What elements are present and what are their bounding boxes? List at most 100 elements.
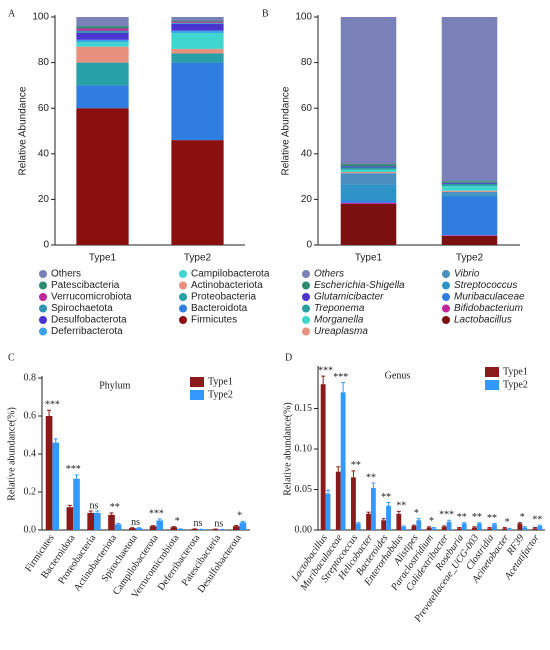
legend-swatch xyxy=(39,281,47,290)
bar xyxy=(416,520,422,530)
significance-label: *** xyxy=(333,372,348,383)
bar-segment xyxy=(76,30,129,33)
legend-swatch xyxy=(179,316,187,324)
legend-label: Verrucomicrobiota xyxy=(51,292,132,303)
bar-segment xyxy=(171,22,224,24)
legend-swatch xyxy=(302,281,310,290)
bar xyxy=(177,529,184,530)
bar xyxy=(191,529,198,530)
bar-segment xyxy=(441,190,498,192)
bar-segment xyxy=(340,169,397,173)
bar-segment xyxy=(441,235,498,236)
significance-label: * xyxy=(520,512,525,523)
legend-swatch xyxy=(179,304,187,313)
legend-swatch xyxy=(302,293,310,301)
bar-segment xyxy=(441,181,498,183)
significance-label: ns xyxy=(194,518,203,529)
legend-label: Bacteroidota xyxy=(191,303,248,314)
bar-segment xyxy=(340,172,397,174)
bar xyxy=(411,525,417,530)
legend-label: Type1 xyxy=(208,376,233,387)
bar-segment xyxy=(340,202,397,204)
legend-label: Escherichia-Shigella xyxy=(314,280,405,291)
bar-segment xyxy=(76,26,129,29)
legend-swatch xyxy=(485,367,499,377)
bar-segment xyxy=(171,32,224,49)
significance-label: ns xyxy=(131,517,140,528)
bar xyxy=(381,520,387,530)
bar-segment xyxy=(171,30,224,33)
y-axis-label: Relative abundance(%) xyxy=(6,407,17,501)
y-axis-label: Relative abundance(%) xyxy=(282,402,293,496)
bar xyxy=(128,528,136,530)
significance-label: *** xyxy=(318,365,333,376)
y-tick-label: 0.0 xyxy=(24,524,37,535)
y-tick-label: 60 xyxy=(38,103,50,114)
bar xyxy=(456,528,462,530)
significance-label: * xyxy=(505,517,510,528)
bar-segment xyxy=(76,42,129,47)
bar-segment xyxy=(171,53,224,63)
bar xyxy=(537,525,543,530)
y-tick-label: 0.8 xyxy=(24,372,37,383)
bar xyxy=(431,528,437,530)
bar-segment xyxy=(76,17,129,27)
legend-label: Type2 xyxy=(503,379,528,390)
bar xyxy=(73,478,80,530)
legend-swatch xyxy=(190,377,204,387)
legend-swatch xyxy=(442,316,450,324)
significance-label: * xyxy=(237,511,242,522)
bar xyxy=(340,392,346,530)
panel-letter: A xyxy=(8,8,16,19)
bar-segment xyxy=(441,235,498,245)
legend-swatch xyxy=(39,316,47,324)
bar-segment xyxy=(171,21,224,23)
significance-label: * xyxy=(429,516,434,527)
bar-segment xyxy=(76,85,129,109)
y-tick-label: 0.05 xyxy=(295,484,313,495)
bar xyxy=(532,528,538,530)
bar-segment xyxy=(171,20,224,22)
x-tick-label: Type1 xyxy=(355,253,383,264)
bar xyxy=(232,526,240,530)
bar xyxy=(396,513,402,530)
y-tick-label: 0 xyxy=(43,240,49,251)
bar-segment xyxy=(441,186,498,191)
y-tick-label: 40 xyxy=(38,148,50,159)
legend-label: Glutamicibacter xyxy=(314,292,384,303)
legend-swatch xyxy=(302,304,310,313)
bar-segment xyxy=(76,62,129,86)
bar xyxy=(87,512,94,530)
legend-label: Deferribacterota xyxy=(51,326,123,337)
bar xyxy=(149,526,157,530)
bar-segment xyxy=(340,167,397,170)
y-tick-label: 20 xyxy=(38,194,50,205)
legend-swatch xyxy=(442,293,450,301)
bar xyxy=(45,416,53,530)
y-tick-label: 100 xyxy=(32,12,49,23)
bar-segment xyxy=(340,17,397,165)
bar-segment xyxy=(171,23,224,31)
legend-label: Campilobacterota xyxy=(191,269,270,280)
significance-label: * xyxy=(175,516,180,527)
bar xyxy=(52,442,60,530)
bar-segment xyxy=(441,183,498,187)
legend-label: Ureaplasma xyxy=(314,326,368,337)
legend-label: Bifidobacterium xyxy=(454,303,523,314)
bar-segment xyxy=(441,17,498,182)
legend-label: Lactobacillus xyxy=(454,315,512,326)
bar xyxy=(335,471,341,530)
y-tick-label: 0.00 xyxy=(295,524,313,535)
significance-label: *** xyxy=(149,508,164,519)
bar xyxy=(94,512,101,530)
bar-segment xyxy=(340,184,397,201)
bar-segment xyxy=(76,39,129,43)
bar-segment xyxy=(340,166,397,168)
significance-label: ** xyxy=(487,513,497,524)
bar xyxy=(114,524,122,530)
bar-segment xyxy=(171,62,224,141)
y-tick-label: 0.6 xyxy=(24,410,37,421)
legend-label: Treponema xyxy=(314,303,365,314)
y-tick-label: 0.2 xyxy=(24,486,37,497)
